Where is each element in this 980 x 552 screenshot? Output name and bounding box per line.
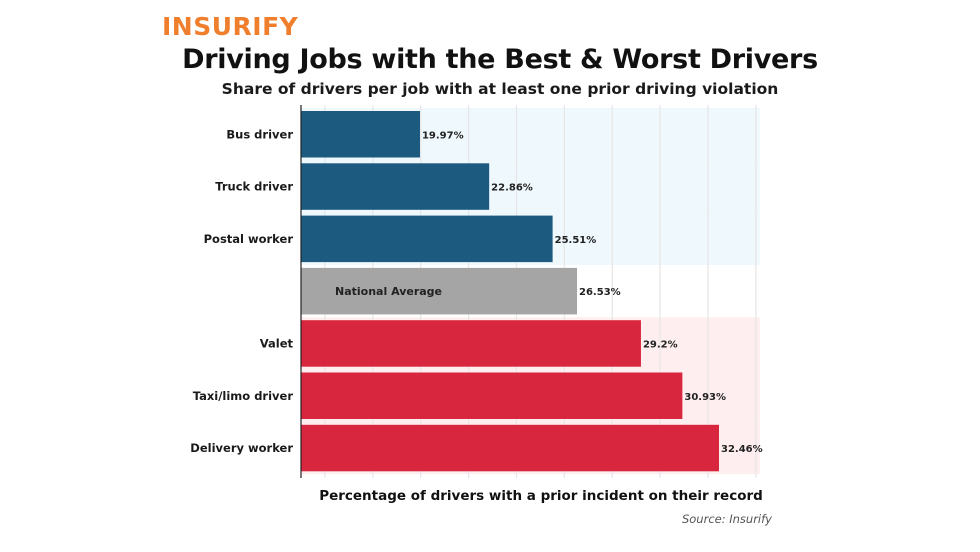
bar [301, 111, 420, 158]
category-label: Postal worker [204, 232, 294, 246]
data-label: 25.51% [555, 235, 597, 246]
data-label: 19.97% [422, 130, 464, 141]
brand-logo: INSURIFY [162, 12, 299, 41]
data-label: 30.93% [684, 392, 726, 403]
category-label: Bus driver [226, 127, 293, 141]
data-label: 32.46% [721, 444, 763, 455]
chart-title: Driving Jobs with the Best & Worst Drive… [182, 44, 818, 75]
bar [301, 267, 578, 315]
bars [301, 111, 719, 472]
source-note: Source: Insurify [681, 512, 772, 526]
bar [301, 372, 683, 419]
data-label: 26.53% [579, 287, 621, 298]
category-label: Truck driver [215, 180, 293, 194]
category-label: Taxi/limo driver [193, 389, 294, 403]
bar [301, 424, 719, 472]
bar [301, 320, 641, 367]
category-label: National Average [335, 285, 442, 298]
bar [301, 163, 490, 210]
bar [301, 215, 553, 263]
category-label: Delivery worker [190, 441, 293, 455]
x-axis-label: Percentage of drivers with a prior incid… [319, 488, 763, 504]
labels: 19.97% Bus driver 22.86% Truck driver 25.51%… [190, 127, 762, 455]
category-label: Valet [260, 336, 294, 350]
chart-subtitle: Share of drivers per job with at least o… [221, 80, 779, 98]
data-label: 29.2% [643, 339, 678, 350]
data-label: 22.86% [491, 183, 533, 194]
